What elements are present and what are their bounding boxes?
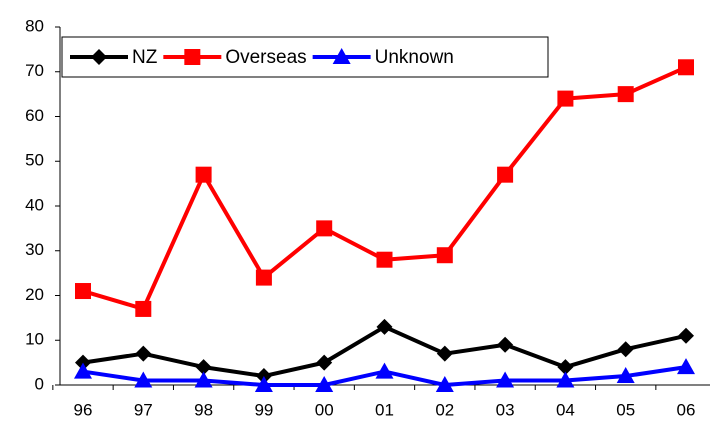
marker	[254, 376, 273, 392]
marker	[194, 371, 213, 388]
x-tick-label: 04	[556, 400, 575, 419]
marker	[184, 49, 201, 65]
x-tick-label: 03	[496, 400, 515, 419]
x-tick-label: 05	[616, 400, 635, 419]
x-tick-label: 97	[134, 400, 153, 419]
marker	[678, 327, 694, 344]
legend-label: Unknown	[375, 47, 454, 68]
marker	[195, 166, 212, 183]
marker	[135, 345, 152, 362]
marker	[617, 341, 634, 358]
marker	[75, 283, 91, 300]
marker	[556, 371, 575, 388]
marker	[135, 300, 152, 317]
y-tick-label: 70	[25, 61, 44, 80]
x-tick-label: 01	[375, 400, 394, 419]
marker	[436, 345, 453, 362]
marker	[435, 376, 454, 392]
marker	[134, 371, 153, 388]
y-tick-label: 20	[25, 285, 44, 304]
legend-label: NZ	[132, 47, 158, 68]
y-tick-label: 80	[25, 16, 44, 35]
marker	[376, 251, 393, 268]
marker	[678, 59, 694, 76]
marker	[557, 90, 574, 107]
marker	[255, 269, 272, 286]
marker	[74, 362, 92, 379]
marker	[617, 86, 634, 103]
legend	[61, 36, 549, 78]
marker	[497, 336, 514, 353]
y-tick-label: 30	[25, 240, 44, 259]
marker	[375, 362, 394, 379]
marker	[91, 49, 107, 65]
legend-label: Overseas	[225, 47, 306, 68]
marker	[315, 376, 334, 392]
marker	[616, 367, 635, 384]
x-tick-label: 06	[677, 400, 696, 419]
y-tick-label: 0	[35, 374, 44, 393]
x-tick-label: 02	[435, 400, 454, 419]
x-tick-label: 99	[254, 400, 273, 419]
marker	[316, 354, 333, 371]
series-line	[82, 65, 687, 311]
y-tick-label: 10	[25, 330, 44, 349]
marker	[332, 48, 351, 64]
y-tick-label: 40	[25, 195, 44, 214]
y-tick-label: 50	[25, 151, 44, 170]
y-tick-label: 60	[25, 106, 44, 125]
x-tick-label: 98	[194, 400, 213, 419]
marker	[436, 247, 453, 264]
x-tick-label: 96	[74, 400, 93, 419]
marker	[557, 359, 574, 376]
marker	[677, 358, 695, 375]
marker	[376, 318, 393, 335]
x-tick-label: 00	[315, 400, 334, 419]
marker	[195, 359, 212, 376]
marker	[497, 166, 514, 183]
marker	[496, 371, 515, 388]
marker	[316, 220, 333, 237]
